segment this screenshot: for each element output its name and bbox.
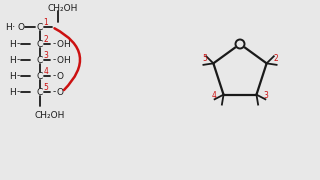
Text: 2: 2 (44, 35, 48, 44)
Text: H: H (9, 39, 15, 48)
Text: O: O (18, 22, 25, 32)
Text: H: H (9, 87, 15, 96)
Text: O: O (57, 71, 63, 80)
Text: CH₂OH: CH₂OH (48, 3, 78, 12)
Text: 5: 5 (202, 54, 207, 63)
Text: H: H (64, 39, 70, 48)
Text: -: - (16, 39, 20, 48)
Text: ·: · (12, 22, 16, 32)
Text: -: - (52, 71, 56, 80)
Text: -: - (52, 87, 56, 96)
Text: -: - (16, 71, 20, 80)
Text: 2: 2 (273, 54, 278, 63)
Text: 1: 1 (44, 17, 48, 26)
Text: 3: 3 (44, 51, 48, 60)
Text: 3: 3 (263, 91, 268, 100)
FancyArrowPatch shape (54, 28, 80, 90)
Text: O: O (57, 87, 63, 96)
Text: O: O (57, 55, 63, 64)
Text: C: C (37, 39, 43, 48)
Text: H: H (64, 55, 70, 64)
Text: CH₂OH: CH₂OH (35, 111, 65, 120)
Text: -: - (16, 55, 20, 64)
Text: C: C (37, 71, 43, 80)
Text: O: O (57, 39, 63, 48)
Text: 5: 5 (44, 82, 48, 91)
Text: C: C (37, 87, 43, 96)
Text: 4: 4 (44, 66, 48, 75)
Text: -: - (16, 87, 20, 96)
Text: -: - (52, 55, 56, 64)
Text: C: C (37, 55, 43, 64)
Text: H: H (9, 55, 15, 64)
Text: H: H (9, 71, 15, 80)
Circle shape (236, 39, 244, 48)
Text: H: H (4, 22, 12, 32)
Text: 4: 4 (212, 91, 217, 100)
Text: C: C (37, 22, 43, 32)
Text: -: - (52, 39, 56, 48)
